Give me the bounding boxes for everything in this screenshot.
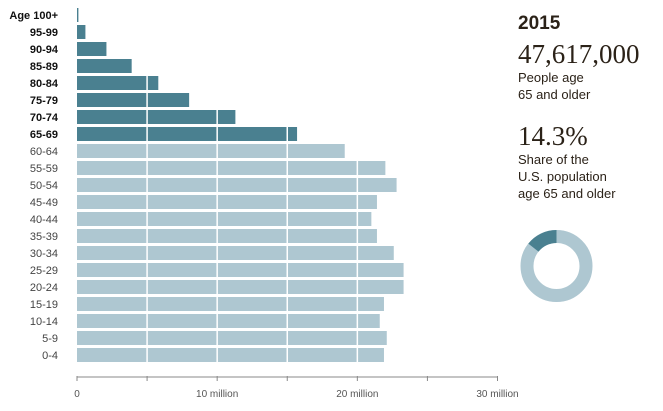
category-label: 5-9	[42, 333, 58, 345]
bar-40-44	[77, 212, 372, 226]
category-label: 80-84	[30, 78, 59, 90]
bar-15-19	[77, 297, 384, 311]
bar-60-64	[77, 144, 345, 158]
category-label: 85-89	[30, 61, 58, 73]
share-value: 14.3%	[518, 121, 588, 151]
x-tick-label: 20 million	[336, 389, 378, 400]
bar-85-89	[77, 59, 132, 73]
category-label: 70-74	[30, 112, 59, 124]
count-value: 47,617,000	[518, 39, 640, 69]
count-label-1: People age	[518, 70, 584, 85]
category-label: 25-29	[30, 265, 58, 277]
bar-75-79	[77, 93, 190, 107]
category-label: 15-19	[30, 299, 58, 311]
category-label: 50-54	[30, 180, 58, 192]
summary-panel: 2015 47,617,000 People age 65 and older …	[518, 10, 640, 202]
bar-5-9	[77, 331, 387, 345]
share-label-1: Share of the	[518, 152, 589, 167]
bar-45-49	[77, 195, 377, 209]
count-label-2: 65 and older	[518, 87, 591, 102]
x-tick-label: 0	[74, 389, 80, 400]
category-label: 55-59	[30, 163, 58, 175]
category-label: 45-49	[30, 197, 58, 209]
share-label-2: U.S. population	[518, 169, 607, 184]
bar-80-84	[77, 76, 159, 90]
category-label: 95-99	[30, 27, 58, 39]
bar-0-4	[77, 348, 384, 362]
bar-20-24	[77, 280, 404, 294]
donut-share-segment	[528, 230, 557, 252]
bar-55-59	[77, 161, 386, 175]
category-label: 65-69	[30, 129, 58, 141]
x-tick-label: 30 million	[476, 389, 518, 400]
category-label: 0-4	[42, 350, 58, 362]
bar-35-39	[77, 229, 377, 243]
x-tick-label: 10 million	[196, 389, 238, 400]
bar-95-99	[77, 25, 86, 39]
year-label: 2015	[518, 13, 561, 34]
category-label: 10-14	[30, 316, 58, 328]
category-label: 30-34	[30, 248, 58, 260]
category-label: 75-79	[30, 95, 58, 107]
bar-90-94	[77, 42, 107, 56]
category-label: 35-39	[30, 231, 58, 243]
bar-25-29	[77, 263, 404, 277]
share-label-3: age 65 and older	[518, 186, 616, 201]
bar-10-14	[77, 314, 380, 328]
category-label: 40-44	[30, 214, 58, 226]
category-label: 20-24	[30, 282, 58, 294]
bar-70-74	[77, 110, 236, 124]
category-label: Age 100+	[9, 10, 58, 22]
bar-65-69	[77, 127, 298, 141]
bar-Age100	[77, 8, 79, 22]
category-label: 60-64	[30, 146, 58, 158]
bar-30-34	[77, 246, 394, 260]
bar-50-54	[77, 178, 397, 192]
category-label: 90-94	[30, 44, 59, 56]
